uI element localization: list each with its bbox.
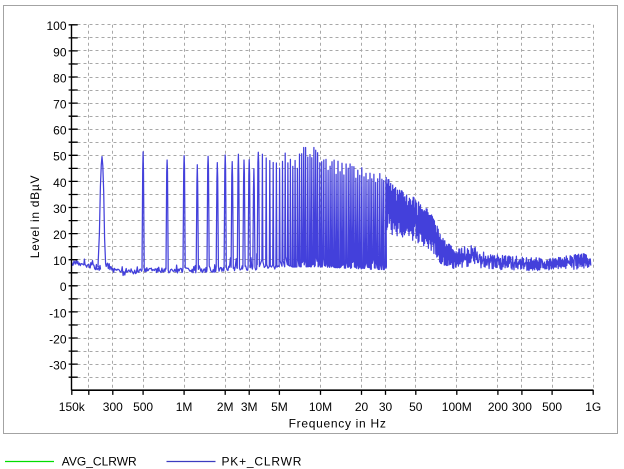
svg-text:100: 100 — [46, 19, 66, 33]
svg-text:5M: 5M — [271, 400, 288, 414]
svg-text:30: 30 — [379, 400, 393, 414]
svg-text:-20: -20 — [49, 332, 67, 346]
svg-text:Level in dBµV: Level in dBµV — [28, 175, 42, 258]
svg-text:60: 60 — [53, 124, 67, 138]
svg-text:-30: -30 — [49, 359, 67, 373]
svg-text:PK+_CLRWR: PK+_CLRWR — [222, 454, 303, 468]
svg-text:2M: 2M — [217, 400, 234, 414]
svg-text:200: 200 — [488, 400, 508, 414]
svg-text:-10: -10 — [49, 306, 67, 320]
svg-text:10: 10 — [53, 254, 67, 268]
svg-text:500: 500 — [133, 400, 153, 414]
svg-text:300: 300 — [103, 400, 123, 414]
svg-text:500: 500 — [542, 400, 562, 414]
svg-text:3M: 3M — [241, 400, 258, 414]
svg-text:Frequency in Hz: Frequency in Hz — [289, 417, 387, 431]
svg-text:0: 0 — [60, 280, 67, 294]
svg-text:1M: 1M — [176, 400, 193, 414]
svg-text:50: 50 — [409, 400, 423, 414]
svg-text:90: 90 — [53, 45, 67, 59]
svg-text:80: 80 — [53, 71, 67, 85]
svg-text:AVG_CLRWR: AVG_CLRWR — [62, 454, 137, 468]
svg-text:300: 300 — [512, 400, 532, 414]
svg-text:40: 40 — [53, 176, 67, 190]
svg-text:150k: 150k — [59, 400, 86, 414]
svg-text:30: 30 — [53, 202, 67, 216]
svg-text:20: 20 — [53, 228, 67, 242]
svg-text:70: 70 — [53, 98, 67, 112]
svg-text:1G: 1G — [585, 400, 601, 414]
svg-text:20: 20 — [355, 400, 369, 414]
svg-text:50: 50 — [53, 150, 67, 164]
svg-text:100M: 100M — [442, 400, 472, 414]
svg-text:10M: 10M — [309, 400, 332, 414]
